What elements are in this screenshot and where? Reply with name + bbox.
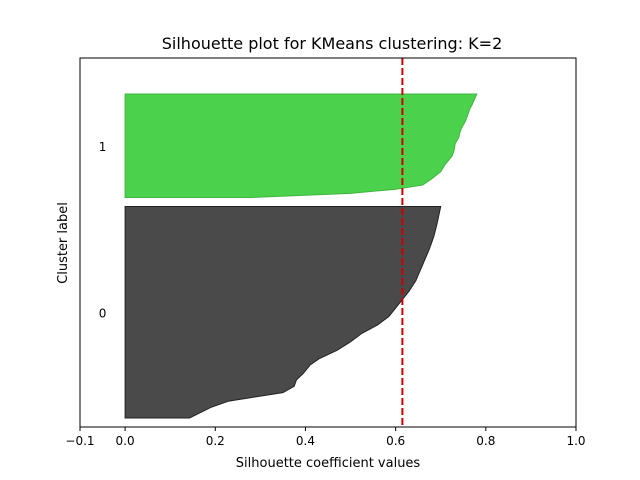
y-axis-label: Cluster label [56, 202, 71, 284]
x-axis-ticks: −0.1 0.0 0.2 0.4 0.6 0.8 1.0 [65, 427, 586, 448]
cluster-0-area [124, 206, 442, 419]
cluster-0-label: 0 [99, 306, 107, 320]
x-tick-label: 0.4 [296, 434, 315, 448]
cluster-1-label: 1 [99, 140, 107, 154]
x-tick-label: −0.1 [65, 434, 94, 448]
x-tick-label: 0.0 [116, 434, 135, 448]
x-tick-label: 0.2 [206, 434, 225, 448]
plot-frame [79, 57, 577, 428]
x-tick-label: 1.0 [566, 434, 585, 448]
x-axis-label: Silhouette coefficient values [236, 456, 421, 471]
chart-title: Silhouette plot for KMeans clustering: K… [162, 34, 503, 53]
x-tick-label: 0.6 [386, 434, 405, 448]
clusters-layer: 01 [99, 93, 478, 419]
x-tick-label: 0.8 [476, 434, 495, 448]
cluster-1-area [124, 93, 478, 198]
